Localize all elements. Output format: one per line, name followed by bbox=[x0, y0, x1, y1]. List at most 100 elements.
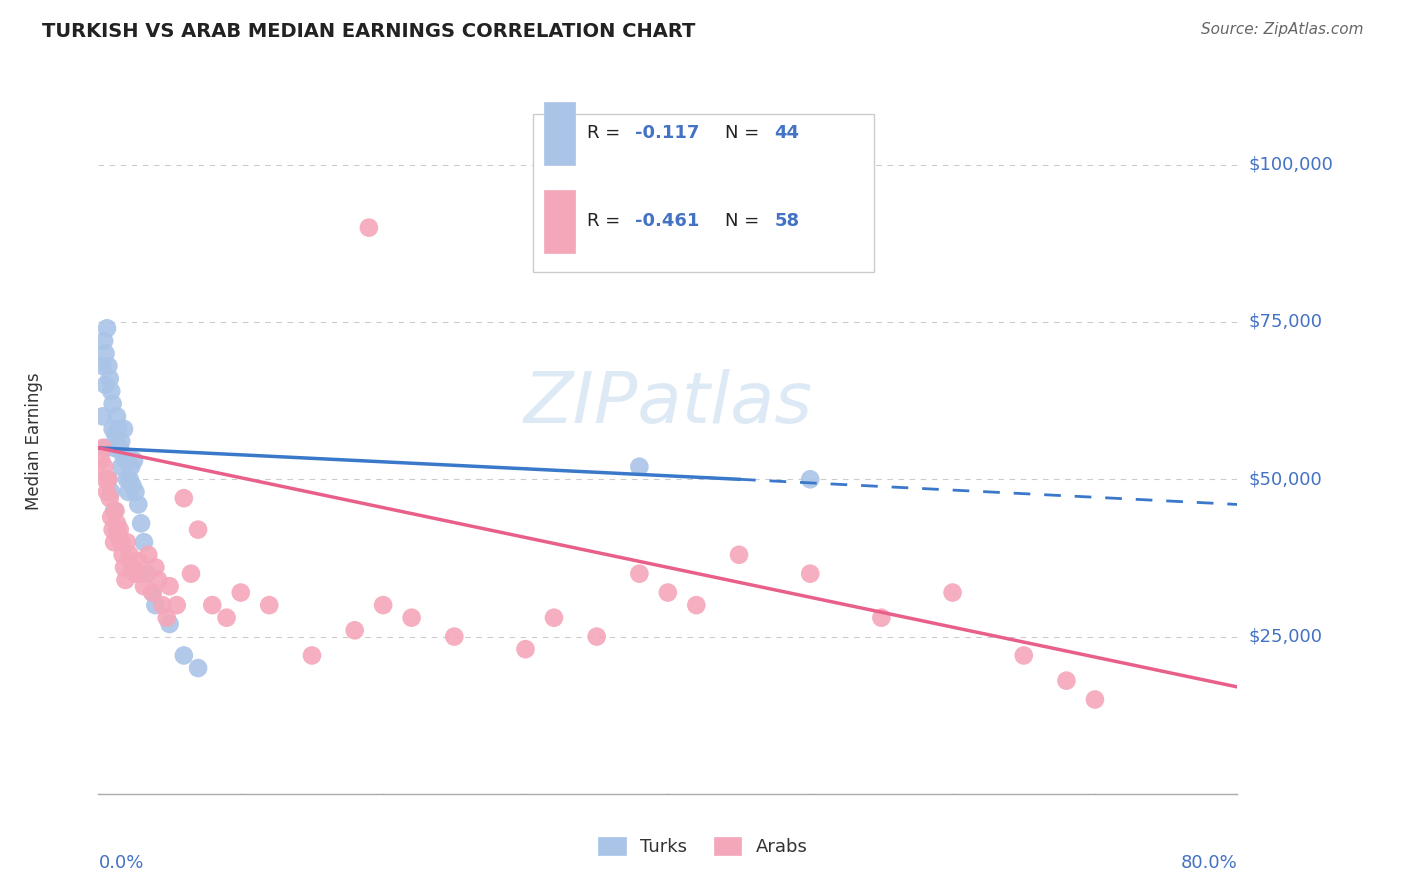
Point bbox=[108, 523, 131, 537]
Point bbox=[94, 346, 117, 360]
Point bbox=[152, 598, 174, 612]
Text: Source: ZipAtlas.com: Source: ZipAtlas.com bbox=[1201, 22, 1364, 37]
Point bbox=[101, 422, 124, 436]
Point bbox=[443, 630, 465, 644]
Point bbox=[357, 220, 380, 235]
Point bbox=[124, 566, 146, 581]
Point bbox=[117, 484, 139, 499]
Point bbox=[728, 548, 751, 562]
Point bbox=[90, 453, 112, 467]
Point bbox=[129, 566, 152, 581]
Point bbox=[201, 598, 224, 612]
Point bbox=[229, 585, 252, 599]
Point bbox=[515, 642, 537, 657]
Text: 0.0%: 0.0% bbox=[98, 854, 143, 871]
Point bbox=[585, 630, 607, 644]
Point bbox=[101, 397, 124, 411]
Bar bbox=[544, 102, 575, 165]
Point bbox=[159, 579, 181, 593]
Point bbox=[98, 491, 121, 505]
Point bbox=[124, 484, 146, 499]
Text: N =: N = bbox=[725, 124, 765, 142]
Point bbox=[259, 598, 281, 612]
Point bbox=[141, 585, 163, 599]
Text: R =: R = bbox=[586, 212, 626, 230]
Text: 44: 44 bbox=[775, 124, 800, 142]
Point bbox=[110, 434, 132, 449]
Point bbox=[107, 422, 129, 436]
Text: $50,000: $50,000 bbox=[1249, 470, 1323, 488]
Point bbox=[118, 548, 141, 562]
FancyBboxPatch shape bbox=[533, 114, 875, 272]
Point bbox=[98, 371, 121, 385]
Point bbox=[100, 484, 122, 499]
Point bbox=[180, 566, 202, 581]
Point bbox=[173, 491, 195, 505]
Point bbox=[122, 453, 145, 467]
Point bbox=[343, 624, 366, 638]
Text: TURKISH VS ARAB MEDIAN EARNINGS CORRELATION CHART: TURKISH VS ARAB MEDIAN EARNINGS CORRELAT… bbox=[42, 22, 696, 41]
Point bbox=[94, 378, 117, 392]
Point bbox=[91, 359, 114, 373]
Point bbox=[114, 573, 136, 587]
Text: -0.461: -0.461 bbox=[636, 212, 699, 230]
Point bbox=[127, 554, 149, 568]
Point bbox=[103, 504, 125, 518]
Point bbox=[93, 459, 115, 474]
Point bbox=[401, 610, 423, 624]
Point bbox=[301, 648, 323, 663]
Point bbox=[112, 422, 135, 436]
Point bbox=[145, 598, 167, 612]
Point bbox=[100, 510, 122, 524]
Text: Median Earnings: Median Earnings bbox=[25, 373, 44, 510]
Point bbox=[111, 548, 134, 562]
Point bbox=[799, 472, 821, 486]
Point bbox=[100, 384, 122, 399]
Legend: Turks, Arabs: Turks, Arabs bbox=[589, 828, 817, 865]
Point bbox=[94, 441, 117, 455]
Point bbox=[96, 484, 118, 499]
Text: -0.117: -0.117 bbox=[636, 124, 699, 142]
Point bbox=[129, 516, 152, 531]
Point bbox=[107, 529, 129, 543]
Point bbox=[103, 441, 125, 455]
Text: ZIPatlas: ZIPatlas bbox=[523, 369, 813, 438]
Point bbox=[120, 459, 142, 474]
Point bbox=[159, 617, 181, 632]
Point bbox=[870, 610, 893, 624]
Point bbox=[91, 441, 114, 455]
Point bbox=[1056, 673, 1078, 688]
Point bbox=[132, 579, 155, 593]
Point bbox=[132, 535, 155, 549]
Point bbox=[373, 598, 395, 612]
Point bbox=[110, 535, 132, 549]
Point bbox=[148, 573, 170, 587]
Point bbox=[112, 560, 135, 574]
Text: N =: N = bbox=[725, 212, 765, 230]
Point bbox=[628, 566, 651, 581]
Point bbox=[141, 585, 163, 599]
Point bbox=[173, 648, 195, 663]
Point bbox=[166, 598, 188, 612]
Point bbox=[111, 447, 134, 461]
Point bbox=[156, 610, 179, 624]
Point bbox=[115, 472, 138, 486]
Point bbox=[93, 334, 115, 348]
Point bbox=[1084, 692, 1107, 706]
Point bbox=[91, 409, 114, 424]
Point bbox=[685, 598, 707, 612]
Text: $75,000: $75,000 bbox=[1249, 313, 1323, 331]
Point bbox=[104, 428, 127, 442]
Point bbox=[114, 453, 136, 467]
Point bbox=[145, 560, 167, 574]
Text: $100,000: $100,000 bbox=[1249, 156, 1333, 174]
Text: R =: R = bbox=[586, 124, 626, 142]
Point bbox=[657, 585, 679, 599]
Point bbox=[104, 504, 127, 518]
Point bbox=[127, 498, 149, 512]
Point bbox=[115, 535, 138, 549]
Point bbox=[215, 610, 238, 624]
Point bbox=[1012, 648, 1035, 663]
Point bbox=[97, 472, 120, 486]
Point bbox=[108, 441, 131, 455]
